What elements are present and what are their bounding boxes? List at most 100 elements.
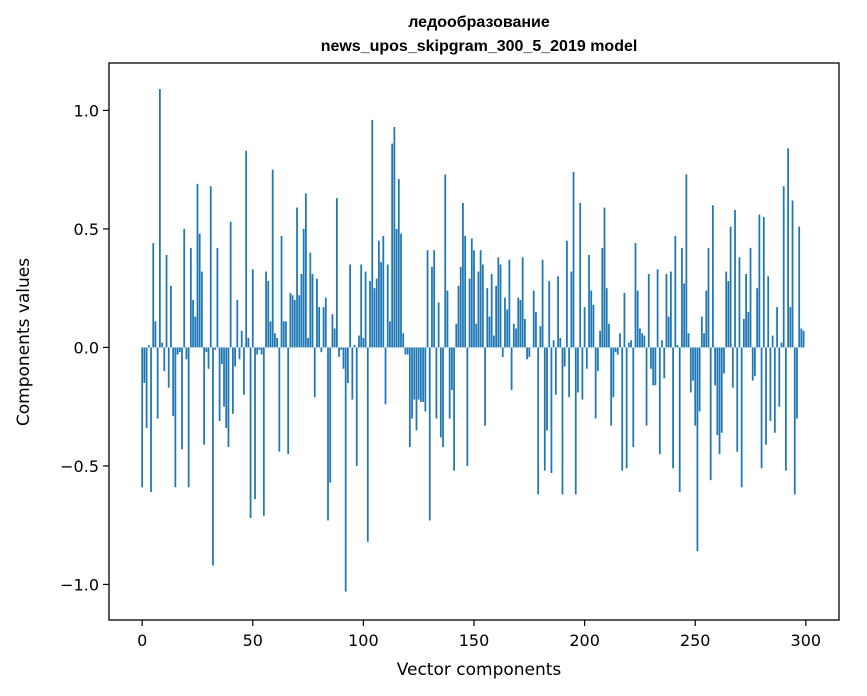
bar-25 <box>196 183 199 348</box>
bar-77 <box>311 273 314 348</box>
bar-172 <box>521 257 524 348</box>
bar-200 <box>583 307 586 348</box>
bar-257 <box>709 347 712 481</box>
bar-169 <box>515 328 517 348</box>
bar-94 <box>349 264 352 348</box>
bar-0 <box>141 347 144 488</box>
bar-285 <box>771 335 774 348</box>
y-tick-label-2: 0.0 <box>74 338 99 357</box>
bar-242 <box>676 345 679 348</box>
y-tick-label-4: 1.0 <box>74 101 99 120</box>
y-axis-label: Components values <box>14 258 34 426</box>
bar-103 <box>369 281 371 348</box>
bar-269 <box>736 347 739 452</box>
bar-21 <box>187 347 190 488</box>
bar-212 <box>610 347 613 426</box>
bar-105 <box>373 288 376 348</box>
bar-236 <box>663 347 666 379</box>
bar-108 <box>380 262 382 348</box>
bar-27 <box>201 271 203 348</box>
bar-162 <box>499 264 502 348</box>
bar-12 <box>167 347 170 388</box>
bar-231 <box>652 347 655 386</box>
bar-298 <box>800 328 803 348</box>
bar-4 <box>150 347 152 493</box>
bar-287 <box>776 307 778 348</box>
bar-16 <box>176 347 179 355</box>
bar-117 <box>400 233 402 348</box>
bar-206 <box>596 347 599 372</box>
bar-195 <box>572 172 575 348</box>
bar-187 <box>554 347 557 395</box>
bar-156 <box>486 288 489 348</box>
bar-98 <box>358 335 360 348</box>
bar-232 <box>654 347 657 386</box>
bar-86 <box>331 314 334 348</box>
bar-57 <box>267 281 270 348</box>
bar-230 <box>650 347 652 369</box>
bar-132 <box>433 250 436 348</box>
bar-101 <box>364 271 367 348</box>
bar-229 <box>647 273 650 348</box>
bar-283 <box>767 276 770 348</box>
bar-71 <box>298 295 301 348</box>
bar-259 <box>714 347 717 386</box>
x-axis-ticks: 0 50 100 150 200 250 300 <box>137 620 821 650</box>
bar-119 <box>404 347 407 355</box>
bar-198 <box>579 202 582 348</box>
chart-title: ледообразование <box>408 14 550 31</box>
bar-256 <box>707 247 710 348</box>
bar-197 <box>577 347 579 393</box>
bar-238 <box>667 316 670 348</box>
bar-13 <box>170 285 172 348</box>
bar-130 <box>428 347 431 521</box>
bar-286 <box>773 347 776 433</box>
bar-146 <box>464 236 467 348</box>
bar-248 <box>689 347 692 393</box>
bar-111 <box>386 264 389 348</box>
bar-295 <box>793 347 796 495</box>
bar-81 <box>320 347 323 353</box>
bar-44 <box>238 347 241 360</box>
bar-92 <box>344 347 347 592</box>
bar-116 <box>397 179 400 348</box>
bar-34 <box>216 247 219 348</box>
bar-160 <box>495 285 498 348</box>
bar-32 <box>212 347 214 566</box>
bar-220 <box>627 342 630 348</box>
x-tick-label-5: 250 <box>680 631 711 650</box>
bar-3 <box>147 345 150 348</box>
bar-282 <box>765 347 767 445</box>
x-axis-label: Vector components <box>397 660 562 680</box>
x-tick-label-6: 300 <box>791 631 822 650</box>
bar-167 <box>510 347 513 391</box>
bar-23 <box>192 300 194 348</box>
bar-182 <box>543 347 546 471</box>
bar-224 <box>636 290 639 348</box>
bar-15 <box>174 347 177 488</box>
bar-249 <box>692 347 694 381</box>
bar-189 <box>559 337 562 348</box>
bar-192 <box>566 240 568 348</box>
bar-138 <box>446 290 449 348</box>
x-tick-label-4: 200 <box>569 631 600 650</box>
bar-272 <box>742 318 745 348</box>
bar-134 <box>437 302 440 348</box>
bar-205 <box>594 347 597 419</box>
bar-207 <box>599 330 601 348</box>
bar-158 <box>490 273 493 348</box>
bar-22 <box>189 247 192 348</box>
bar-262 <box>720 347 723 433</box>
bar-6 <box>154 321 157 348</box>
bar-93 <box>347 347 349 383</box>
bar-37 <box>223 347 225 407</box>
bar-225 <box>639 328 641 348</box>
bar-73 <box>302 228 305 348</box>
bar-161 <box>497 257 500 348</box>
bar-121 <box>408 347 411 447</box>
bar-61 <box>276 337 279 348</box>
bar-173 <box>523 318 526 348</box>
bar-36 <box>220 347 223 365</box>
bar-203 <box>590 290 593 348</box>
bar-63 <box>280 236 283 348</box>
